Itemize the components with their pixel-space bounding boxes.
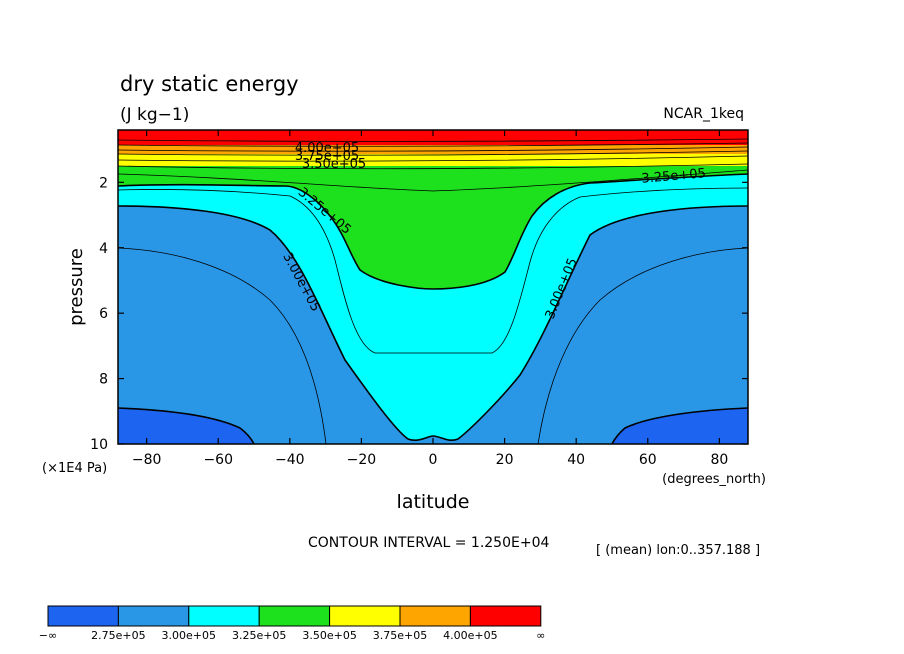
colorbar-label: 3.25e+05 [232, 629, 286, 642]
fill-band-350k-plateau [118, 130, 748, 289]
mean-text: [ (mean) lon:0..357.188 ] [596, 543, 760, 558]
contour-label: 4.00e+05 [295, 141, 359, 156]
contour-line-layer [118, 138, 748, 444]
x-axis-units: (degrees_north) [662, 472, 766, 487]
x-tick-label: 80 [710, 452, 728, 468]
contour-line [118, 150, 748, 156]
fill-band-275k-right [612, 408, 748, 444]
colorbar-label: 3.00e+05 [162, 629, 216, 642]
contour-line [118, 138, 748, 142]
y-tick-label: 6 [99, 306, 108, 322]
x-tick-label: 60 [639, 452, 657, 468]
colorbar-label: ∞ [536, 629, 545, 642]
colorbar-swatch [469, 605, 542, 627]
y-tick-label: 10 [90, 437, 108, 453]
colorbar-label: 3.75e+05 [373, 629, 427, 642]
colorbar-label: 4.00e+05 [443, 629, 497, 642]
contour-line [118, 187, 748, 354]
contour-label: 3.50e+05 [302, 157, 366, 172]
chart-title: dry static energy [120, 72, 299, 96]
contour-line [118, 163, 748, 170]
contour-fill-layer [118, 130, 748, 444]
contour-line [118, 205, 748, 442]
dataset-label: NCAR_1keq [663, 106, 744, 122]
contour-label: 3.25e+05 [641, 166, 706, 187]
colorbar-swatch [188, 605, 260, 627]
x-tick-label: 0 [429, 452, 438, 468]
y-axis-units: (×1E4 Pa) [42, 461, 107, 476]
colorbar-swatch [117, 605, 190, 627]
y-axis-label: pressure [66, 248, 87, 326]
colorbar: −∞ 2.75e+05 3.00e+05 3.25e+05 3.50e+05 3.75e+… [39, 605, 545, 642]
colorbar-swatch [329, 605, 401, 627]
x-tick-label: −60 [203, 452, 233, 468]
x-tick-label: −80 [132, 452, 162, 468]
axes-layer: −80 −60 −40 −20 0 20 40 60 80 2 4 6 8 10 [90, 130, 748, 468]
colorbar-label: 3.50e+05 [302, 629, 356, 642]
colorbar-swatch [258, 605, 331, 627]
y-tick-label: 8 [99, 372, 108, 388]
contour-line [118, 247, 327, 444]
colorbar-label: 2.75e+05 [91, 629, 145, 642]
x-tick-label: 20 [496, 452, 514, 468]
contour-line [118, 169, 748, 192]
contour-line [118, 173, 748, 290]
x-tick-label: 40 [567, 452, 585, 468]
colorbar-swatch [399, 605, 471, 627]
chart-units: (J kg−1) [120, 105, 189, 125]
contour-line [118, 407, 255, 444]
fill-band-275k-left [118, 408, 254, 444]
y-tick-label: 4 [99, 241, 108, 257]
contour-line [537, 247, 748, 444]
x-tick-label: −20 [347, 452, 377, 468]
colorbar-swatch [47, 605, 119, 627]
x-axis-label: latitude [397, 491, 470, 513]
contour-line [118, 155, 748, 162]
contour-line [118, 146, 748, 152]
contour-interval-text: CONTOUR INTERVAL = 1.250E+04 [308, 535, 549, 551]
x-tick-label: −40 [275, 452, 305, 468]
contour-line [118, 142, 748, 147]
y-tick-label: 2 [99, 175, 108, 191]
contour-label: 3.75e+05 [295, 149, 359, 164]
contour-line [611, 407, 748, 444]
colorbar-label: −∞ [39, 629, 57, 642]
